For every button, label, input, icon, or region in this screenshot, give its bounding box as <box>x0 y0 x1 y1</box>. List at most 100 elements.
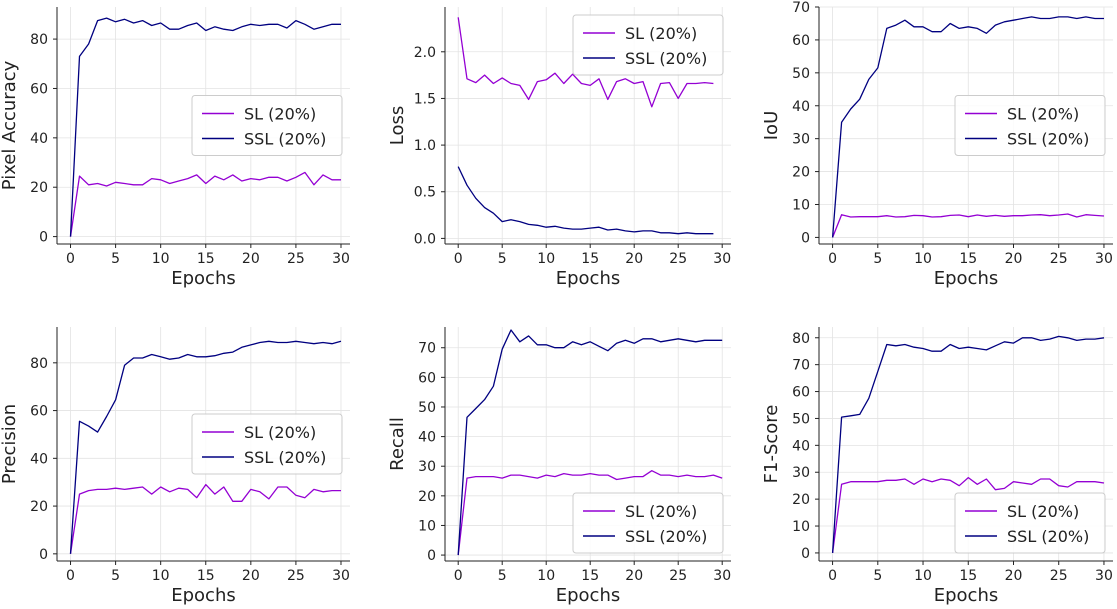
x-tick-label: 20 <box>242 251 260 267</box>
x-tick-label: 30 <box>713 251 731 267</box>
x-tick-label: 25 <box>669 568 687 584</box>
legend-label: SL (20%) <box>244 105 316 124</box>
series-line-sl-20 <box>457 17 714 108</box>
y-axis-label: IoU <box>761 111 782 141</box>
x-tick-label: 30 <box>713 568 731 584</box>
y-tick-label: 0 <box>427 548 436 564</box>
x-tick-label: 20 <box>1005 251 1023 267</box>
series-line-ssl-20 <box>457 329 723 556</box>
legend: SL (20%) SSL (20%) <box>572 492 724 554</box>
x-tick-label: 5 <box>873 568 882 584</box>
x-tick-label: 25 <box>669 251 687 267</box>
x-tick-label: 0 <box>828 251 837 267</box>
y-tick-label: 30 <box>792 132 810 148</box>
x-axis-label: Epochs <box>556 585 621 605</box>
y-tick-label: 40 <box>418 430 436 446</box>
x-tick-label: 10 <box>914 568 932 584</box>
x-tick-label: 10 <box>914 251 932 267</box>
series-line-sl-20 <box>831 213 1105 238</box>
x-tick-label: 5 <box>498 568 507 584</box>
y-tick-label: 70 <box>792 0 810 16</box>
y-tick-label: 1.5 <box>414 91 436 107</box>
y-tick-label: 10 <box>792 198 810 214</box>
y-tick-label: 20 <box>30 499 48 515</box>
x-axis-label: Epochs <box>934 585 999 605</box>
x-tick-label: 0 <box>828 568 837 584</box>
y-tick-label: 80 <box>792 331 810 347</box>
x-axis-label: Epochs <box>171 268 236 289</box>
legend-label: SSL (20%) <box>244 448 326 467</box>
legend-label: SSL (20%) <box>1007 130 1089 149</box>
x-tick-label: 10 <box>537 251 555 267</box>
x-tick-label: 0 <box>454 568 463 584</box>
x-tick-label: 20 <box>242 568 260 584</box>
legend-label: SSL (20%) <box>1007 527 1089 546</box>
legend-label: SSL (20%) <box>625 49 707 68</box>
panel-f1-score: 0 5 10 15 20 25 30 0 10 20 30 40 50 60 70 80 Epochs F1-Sc… <box>761 327 1113 606</box>
series-line-sl-20 <box>69 171 341 237</box>
y-tick-label: 0.0 <box>414 231 436 247</box>
y-tick-label: 40 <box>792 438 810 454</box>
x-tick-label: 15 <box>959 568 977 584</box>
series-line-sl-20 <box>831 476 1105 553</box>
y-tick-label: 0 <box>801 230 810 246</box>
y-tick-label: 20 <box>792 165 810 181</box>
y-axis-label: Precision <box>0 404 20 484</box>
legend: SL (20%) SSL (20%) <box>954 492 1106 554</box>
series-line-sl-20 <box>457 470 723 556</box>
y-axis-label: Recall <box>387 417 408 471</box>
y-tick-label: 10 <box>418 518 436 534</box>
x-tick-label: 30 <box>332 251 350 267</box>
x-tick-label: 10 <box>537 568 555 584</box>
x-tick-label: 20 <box>625 251 643 267</box>
y-tick-label: 50 <box>792 66 810 82</box>
x-tick-label: 25 <box>287 568 305 584</box>
x-tick-label: 15 <box>959 251 977 267</box>
x-tick-label: 0 <box>66 568 75 584</box>
y-tick-label: 60 <box>792 385 810 401</box>
y-axis-label: Loss <box>387 106 408 145</box>
x-axis-label: Epochs <box>171 585 236 605</box>
x-tick-label: 20 <box>625 568 643 584</box>
y-tick-label: 0 <box>39 230 48 246</box>
series-line-ssl-20 <box>831 16 1104 238</box>
y-tick-label: 0 <box>801 546 810 562</box>
series-line-ssl-20 <box>69 17 341 237</box>
legend-label: SSL (20%) <box>244 130 326 149</box>
panel-iou: 0 5 10 15 20 25 30 0 10 20 30 40 50 60 70 Epochs IoU SL (… <box>761 0 1113 289</box>
legend: SL (20%) SSL (20%) <box>572 14 724 76</box>
y-tick-label: 70 <box>418 341 436 357</box>
x-tick-label: 15 <box>197 251 215 267</box>
panel-loss: 0 5 10 15 20 25 30 0.0 0.5 1.0 1.5 2.0 Epochs Loss SL … <box>387 7 731 289</box>
y-tick-label: 2.0 <box>414 45 436 61</box>
legend: SL (20%) SSL (20%) <box>954 95 1106 156</box>
x-tick-label: 30 <box>1095 568 1113 584</box>
y-tick-label: 60 <box>30 404 48 420</box>
y-tick-label: 60 <box>792 33 810 49</box>
y-tick-label: 30 <box>418 459 436 475</box>
y-tick-label: 50 <box>418 400 436 416</box>
panel-recall: 0 5 10 15 20 25 30 0 10 20 30 40 50 60 70 Epochs Recall S… <box>387 327 731 606</box>
legend-label: SL (20%) <box>1007 105 1079 124</box>
x-tick-label: 20 <box>1005 568 1023 584</box>
x-tick-label: 25 <box>287 251 305 267</box>
series-line-ssl-20 <box>69 340 342 554</box>
x-tick-label: 5 <box>873 251 882 267</box>
legend-label: SL (20%) <box>625 24 697 43</box>
x-tick-label: 25 <box>1050 251 1068 267</box>
panel-pixel-accuracy: 0 5 10 15 20 25 30 0 20 40 60 80 Epochs Pixel Accurac… <box>0 7 350 289</box>
y-tick-label: 20 <box>30 180 48 196</box>
y-tick-label: 30 <box>792 465 810 481</box>
y-tick-label: 0 <box>39 547 48 563</box>
x-tick-label: 25 <box>1050 568 1068 584</box>
y-tick-label: 40 <box>30 131 48 147</box>
x-tick-label: 10 <box>152 568 170 584</box>
y-axis-label: F1-Score <box>761 405 782 484</box>
legend: SL (20%) SSL (20%) <box>191 95 343 156</box>
x-tick-label: 0 <box>66 251 75 267</box>
y-tick-label: 0.5 <box>414 185 436 201</box>
x-axis-label: Epochs <box>556 268 621 289</box>
series-line-ssl-20 <box>831 335 1105 553</box>
